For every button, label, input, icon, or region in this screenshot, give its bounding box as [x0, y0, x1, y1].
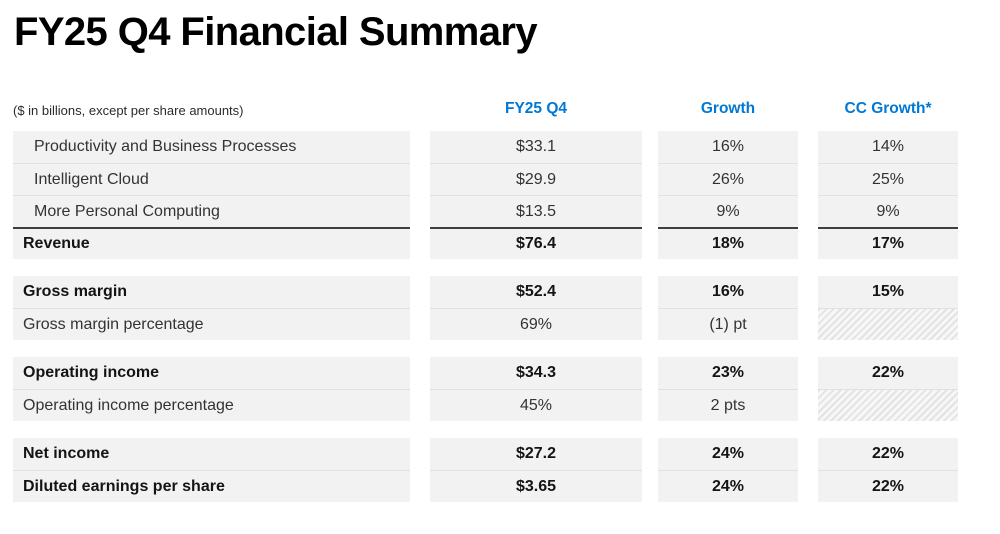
cell-cc-growth: 17%	[818, 227, 958, 259]
cell-fy25-q4: $29.9	[430, 163, 642, 195]
cell-fy25-q4: 45%	[430, 389, 642, 421]
cell-growth: 23%	[658, 357, 798, 389]
column-header-cc-growth: CC Growth*	[844, 100, 932, 117]
column-header-fy25-q4: FY25 Q4	[504, 100, 568, 117]
table-body: Productivity and Business Processes $33.1…	[13, 131, 958, 502]
table-row: Revenue $76.4 18% 17%	[13, 227, 958, 259]
page-title: FY25 Q4 Financial Summary	[14, 10, 538, 54]
cell-fy25-q4: $76.4	[430, 227, 642, 259]
cc-growth-not-disclosed-hatched-cell	[818, 308, 958, 340]
financial-table: ($ in billions, except per share amounts…	[13, 94, 958, 502]
table-section-revenue: Productivity and Business Processes $33.1…	[13, 131, 958, 259]
table-row: Productivity and Business Processes $33.1…	[13, 131, 958, 163]
cell-fy25-q4: $34.3	[430, 357, 642, 389]
units-note: ($ in billions, except per share amounts…	[13, 103, 244, 118]
cell-cc-growth: 22%	[818, 357, 958, 389]
row-label: Gross margin	[13, 276, 410, 308]
table-row: Diluted earnings per share $3.65 24% 22%	[13, 470, 958, 502]
cell-fy25-q4: $13.5	[430, 195, 642, 227]
cell-fy25-q4: $3.65	[430, 470, 642, 502]
cell-fy25-q4: $27.2	[430, 438, 642, 470]
row-label: Productivity and Business Processes	[13, 131, 410, 163]
cell-fy25-q4: $52.4	[430, 276, 642, 308]
table-row: Intelligent Cloud $29.9 26% 25%	[13, 163, 958, 195]
table-row: Gross margin percentage 69% (1) pt	[13, 308, 958, 340]
row-label: More Personal Computing	[13, 195, 410, 227]
table-row: Operating income percentage 45% 2 pts	[13, 389, 958, 421]
table-row: Operating income $34.3 23% 22%	[13, 357, 958, 389]
table-row: Gross margin $52.4 16% 15%	[13, 276, 958, 308]
row-label: Net income	[13, 438, 410, 470]
cell-cc-growth: 22%	[818, 470, 958, 502]
row-label: Revenue	[13, 227, 410, 259]
cell-growth: 24%	[658, 438, 798, 470]
cc-growth-not-disclosed-hatched-cell	[818, 389, 958, 421]
cell-growth: (1) pt	[658, 308, 798, 340]
table-row: Net income $27.2 24% 22%	[13, 438, 958, 470]
cell-growth: 2 pts	[658, 389, 798, 421]
cell-cc-growth: 14%	[818, 131, 958, 163]
cell-cc-growth: 22%	[818, 438, 958, 470]
cell-cc-growth: 15%	[818, 276, 958, 308]
table-header-row: ($ in billions, except per share amounts…	[13, 94, 958, 118]
cell-growth: 9%	[658, 195, 798, 227]
cell-growth: 24%	[658, 470, 798, 502]
table-section-gross-margin: Gross margin $52.4 16% 15% Gross margin perc…	[13, 276, 958, 340]
cell-fy25-q4: 69%	[430, 308, 642, 340]
row-label: Gross margin percentage	[13, 308, 410, 340]
cell-growth: 16%	[658, 276, 798, 308]
row-label: Operating income percentage	[13, 389, 410, 421]
table-row: More Personal Computing $13.5 9% 9%	[13, 195, 958, 227]
cell-growth: 16%	[658, 131, 798, 163]
cell-fy25-q4: $33.1	[430, 131, 642, 163]
table-section-operating-income: Operating income $34.3 23% 22% Operating inc…	[13, 357, 958, 421]
row-label: Intelligent Cloud	[13, 163, 410, 195]
cell-cc-growth: 9%	[818, 195, 958, 227]
row-label: Operating income	[13, 357, 410, 389]
column-header-growth: Growth	[700, 100, 756, 117]
cell-cc-growth: 25%	[818, 163, 958, 195]
table-section-net-income: Net income $27.2 24% 22% Diluted earnings pe…	[13, 438, 958, 502]
row-label: Diluted earnings per share	[13, 470, 410, 502]
cell-growth: 26%	[658, 163, 798, 195]
cell-growth: 18%	[658, 227, 798, 259]
